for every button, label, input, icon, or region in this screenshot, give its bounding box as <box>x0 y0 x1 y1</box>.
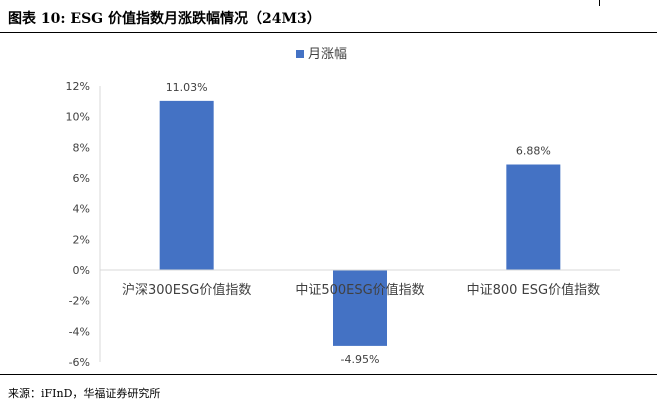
source-rule <box>0 374 657 375</box>
title-rule <box>0 32 657 33</box>
x-tick-label: 中证800 ESG价值指数 <box>467 282 601 298</box>
bar <box>333 270 387 346</box>
bar <box>159 100 214 270</box>
y-tick-label: 8% <box>73 141 90 154</box>
y-tick-label: -2% <box>69 295 90 308</box>
legend-swatch <box>296 50 304 58</box>
data-label: 6.88% <box>516 145 551 158</box>
y-tick-label: 12% <box>66 80 90 93</box>
y-tick-label: 6% <box>73 172 90 185</box>
source-note: 来源：iFInD，华福证券研究所 <box>8 387 161 400</box>
x-tick-label: 中证500ESG价值指数 <box>295 282 424 298</box>
figure-title: 图表 10: ESG 价值指数月涨跌幅情况（24M3） <box>8 11 321 27</box>
corner-tick <box>599 0 600 6</box>
y-tick-label: 2% <box>73 233 90 246</box>
y-tick-label: -6% <box>69 356 90 369</box>
data-label: 11.03% <box>166 81 208 94</box>
y-tick-label: 0% <box>73 264 90 277</box>
data-label: -4.95% <box>341 353 380 366</box>
y-tick-label: 4% <box>73 203 90 216</box>
y-tick-label: 10% <box>66 111 90 124</box>
legend-label: 月涨幅 <box>308 47 347 62</box>
x-tick-label: 沪深300ESG价值指数 <box>122 282 251 298</box>
bar <box>506 164 561 270</box>
y-tick-label: -4% <box>69 325 90 338</box>
